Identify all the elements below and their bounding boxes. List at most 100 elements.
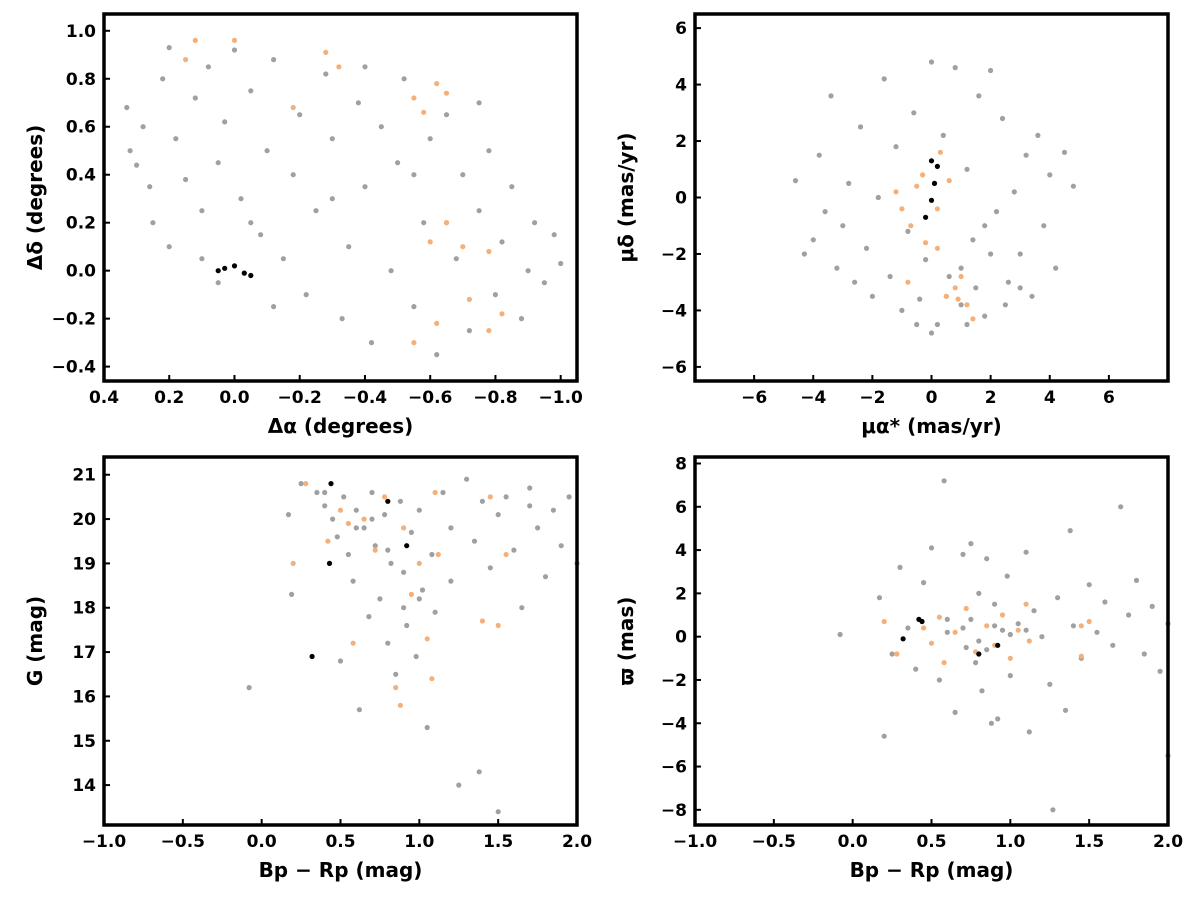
data-point <box>923 257 929 263</box>
data-point <box>1102 599 1108 605</box>
data-point <box>941 660 947 666</box>
data-point <box>328 481 334 487</box>
data-point <box>889 651 895 657</box>
data-point <box>160 76 166 82</box>
data-point <box>492 292 498 298</box>
x-axis-label: Bp − Rp (mag) <box>259 858 423 882</box>
data-point <box>1007 655 1013 661</box>
data-point <box>385 640 391 646</box>
data-point <box>443 220 450 226</box>
x-tick-label: 1.0 <box>404 832 434 852</box>
data-point <box>973 285 979 291</box>
series-2 <box>215 263 254 279</box>
data-point <box>460 172 466 178</box>
y-axis-label: μδ (mas/yr) <box>614 132 638 262</box>
data-point <box>421 220 427 226</box>
data-point <box>1017 251 1023 257</box>
data-point <box>298 481 304 487</box>
y-tick-label: −8 <box>661 801 687 821</box>
data-point <box>920 172 926 178</box>
y-tick-label: 0.2 <box>66 214 96 234</box>
data-point <box>1050 807 1056 813</box>
y-axis-label: Δδ (degrees) <box>23 125 47 271</box>
data-point <box>246 685 252 691</box>
data-point <box>503 494 509 500</box>
data-point <box>416 507 422 513</box>
data-point <box>992 623 998 629</box>
data-point <box>361 525 367 531</box>
data-point <box>487 565 493 571</box>
data-point <box>936 677 943 683</box>
series-0 <box>124 45 564 358</box>
data-point <box>479 498 485 504</box>
data-point <box>427 239 433 245</box>
data-point <box>231 37 238 44</box>
y-tick-label: 6 <box>675 19 687 39</box>
data-point <box>982 223 988 229</box>
data-point <box>337 658 344 664</box>
data-point <box>395 160 401 166</box>
y-tick-label: 18 <box>72 599 96 619</box>
data-point <box>852 279 858 285</box>
data-point <box>511 547 517 553</box>
x-tick-label: 0.0 <box>219 388 249 408</box>
data-point <box>322 489 328 496</box>
data-point <box>303 481 309 487</box>
data-point <box>955 296 961 302</box>
x-tick-label: −2 <box>859 388 885 408</box>
data-point <box>995 716 1001 722</box>
data-point <box>900 636 906 642</box>
y-tick-label: 0.4 <box>66 166 96 186</box>
data-point <box>248 220 254 226</box>
data-point <box>238 196 244 202</box>
data-point <box>329 196 335 202</box>
y-tick-label: 14 <box>72 776 96 796</box>
data-point <box>290 172 296 178</box>
y-tick-label: 8 <box>675 454 687 474</box>
data-point <box>424 636 430 642</box>
data-point <box>1141 651 1147 657</box>
data-point <box>963 644 969 651</box>
data-point <box>140 124 146 130</box>
x-axis-label: Δα (degrees) <box>268 414 414 438</box>
data-point <box>134 162 140 168</box>
x-tick-label: 0.0 <box>247 832 277 852</box>
data-point <box>353 525 359 531</box>
y-tick-label: 0 <box>675 189 687 209</box>
y-tick-label: 20 <box>72 510 96 530</box>
data-point <box>205 64 211 70</box>
data-point <box>550 507 557 513</box>
data-point <box>541 280 548 286</box>
data-point <box>1015 627 1021 633</box>
y-tick-label: 19 <box>72 554 96 574</box>
data-point <box>1094 629 1100 635</box>
data-point <box>943 293 949 299</box>
data-point <box>290 560 296 567</box>
data-point <box>372 547 378 553</box>
data-point <box>350 578 356 584</box>
y-tick-label: 4 <box>675 76 687 96</box>
data-point <box>952 65 958 71</box>
data-point <box>1061 149 1068 155</box>
data-point <box>1035 132 1041 138</box>
data-point <box>434 81 440 87</box>
data-point <box>973 660 979 666</box>
data-point <box>401 76 407 82</box>
data-point <box>960 551 966 558</box>
data-point <box>248 272 254 279</box>
y-tick-label: −0.2 <box>52 310 96 330</box>
series-1 <box>893 149 976 322</box>
series-2 <box>309 481 410 660</box>
data-point <box>993 209 1000 215</box>
data-point <box>1118 504 1124 510</box>
x-tick-label: −4 <box>800 388 826 408</box>
data-point <box>1110 642 1116 648</box>
data-point <box>271 304 277 310</box>
x-tick-label: −1.0 <box>539 388 584 408</box>
data-point <box>421 109 427 115</box>
data-point <box>248 88 254 94</box>
data-point <box>231 47 238 53</box>
data-point <box>346 244 352 250</box>
data-point <box>382 494 388 500</box>
data-point <box>976 93 982 99</box>
